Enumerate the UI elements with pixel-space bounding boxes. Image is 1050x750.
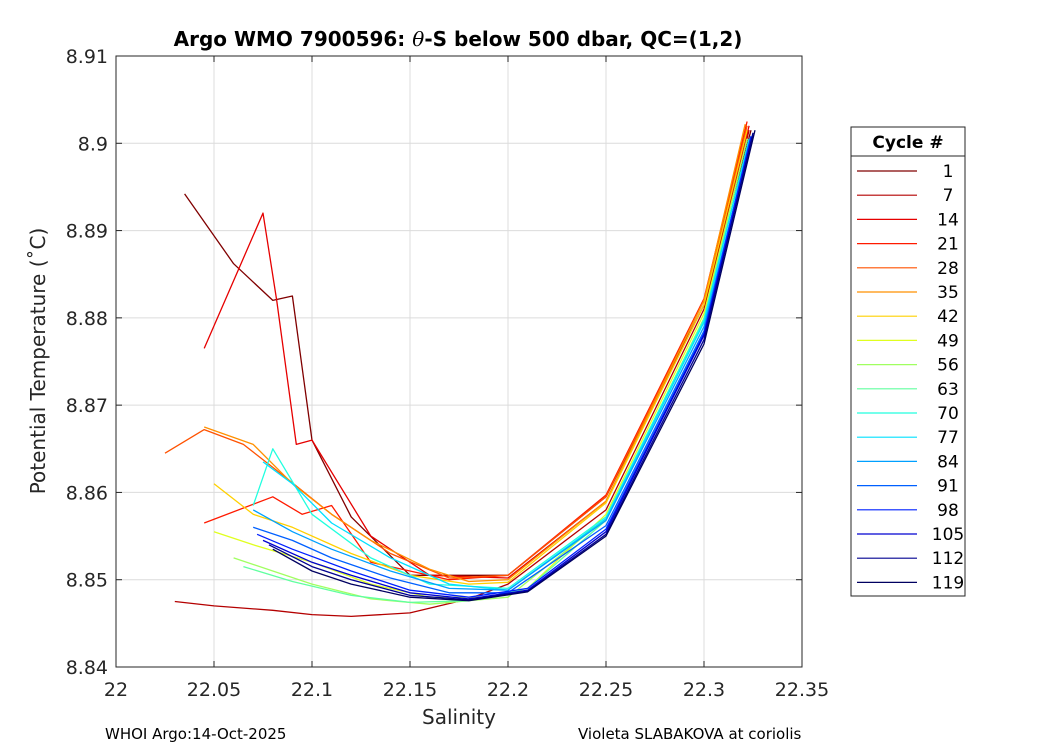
series-line-cycle-35 bbox=[203, 123, 746, 583]
series-layer bbox=[164, 121, 756, 618]
chart-title-prefix: Argo WMO 7900596: bbox=[174, 27, 413, 51]
series-line-cycle-7 bbox=[174, 130, 750, 618]
x-tick-label: 22.2 bbox=[487, 679, 529, 701]
series-line-cycle-105 bbox=[262, 134, 754, 600]
legend-label-42: 42 bbox=[937, 307, 959, 327]
legend-label-91: 91 bbox=[937, 477, 959, 497]
legend-label-1: 1 bbox=[943, 162, 954, 182]
legend-label-112: 112 bbox=[932, 549, 964, 569]
legend-label-35: 35 bbox=[937, 283, 959, 303]
y-tick-label: 8.88 bbox=[66, 308, 108, 330]
legend-label-28: 28 bbox=[937, 259, 959, 279]
x-tick-label: 22.15 bbox=[383, 679, 437, 701]
legend-label-21: 21 bbox=[937, 235, 959, 255]
series-line-cycle-77 bbox=[262, 138, 750, 591]
footer-credit-right: Violeta SLABAKOVA at coriolis bbox=[578, 725, 802, 743]
x-tick-label: 22.05 bbox=[187, 679, 241, 701]
legend-label-70: 70 bbox=[937, 404, 959, 424]
legend-label-77: 77 bbox=[937, 428, 959, 448]
legend-label-56: 56 bbox=[937, 356, 959, 376]
legend-label-84: 84 bbox=[937, 452, 959, 472]
series-line-cycle-70 bbox=[252, 138, 750, 590]
y-tick-label: 8.89 bbox=[66, 221, 108, 243]
x-axis-label: Salinity bbox=[422, 705, 496, 729]
legend-box bbox=[850, 126, 966, 597]
y-tick-label: 8.85 bbox=[66, 570, 108, 592]
chart-title: Argo WMO 7900596: θ-S below 500 dbar, QC… bbox=[174, 27, 743, 51]
y-axis-label: Potential Temperature (˚C) bbox=[26, 228, 50, 495]
axis-ticks: 22 22.05 22.1 22.15 22.2 22.25 22.3 22.35 8.84 8.… bbox=[66, 46, 830, 701]
series-line-cycle-119 bbox=[272, 130, 756, 602]
y-tick-label: 8.9 bbox=[78, 133, 108, 155]
legend-label-98: 98 bbox=[937, 501, 959, 521]
legend-label-7: 7 bbox=[943, 186, 954, 206]
legend-title: Cycle # bbox=[872, 133, 943, 153]
series-line-cycle-84 bbox=[252, 138, 752, 591]
x-tick-label: 22 bbox=[104, 679, 128, 701]
plot-area bbox=[116, 56, 802, 667]
plot-frame bbox=[115, 55, 803, 668]
y-tick-label: 8.87 bbox=[66, 395, 108, 417]
y-tick-label: 8.91 bbox=[66, 46, 108, 68]
y-tick-label: 8.86 bbox=[66, 482, 108, 504]
legend-entries: 1 7 14 21 28 35 42 49 56 63 70 77 84 91 98 105 112 119 bbox=[857, 162, 964, 593]
x-tick-label: 22.35 bbox=[775, 679, 829, 701]
series-line-cycle-28 bbox=[164, 125, 748, 579]
footer-credit-left: WHOI Argo:14-Oct-2025 bbox=[105, 725, 287, 743]
legend-label-63: 63 bbox=[937, 380, 959, 400]
legend: Cycle # 17142128354249566370778491981051… bbox=[850, 126, 966, 597]
legend-label-119: 119 bbox=[932, 573, 964, 593]
series-line-cycle-91 bbox=[252, 136, 752, 594]
series-line-cycle-21 bbox=[203, 121, 748, 581]
series-line-cycle-112 bbox=[268, 132, 754, 601]
y-tick-label: 8.84 bbox=[66, 657, 108, 679]
legend-label-105: 105 bbox=[932, 525, 964, 545]
x-tick-label: 22.3 bbox=[683, 679, 725, 701]
x-tick-label: 22.1 bbox=[291, 679, 333, 701]
legend-label-14: 14 bbox=[937, 210, 959, 230]
series-line-cycle-98 bbox=[256, 136, 752, 598]
x-tick-label: 22.25 bbox=[579, 679, 633, 701]
legend-label-49: 49 bbox=[937, 331, 959, 351]
chart-title-suffix: -S below 500 dbar, QC=(1,2) bbox=[424, 27, 742, 51]
series-line-cycle-49 bbox=[213, 138, 748, 598]
chart-title-theta: θ bbox=[412, 27, 424, 51]
